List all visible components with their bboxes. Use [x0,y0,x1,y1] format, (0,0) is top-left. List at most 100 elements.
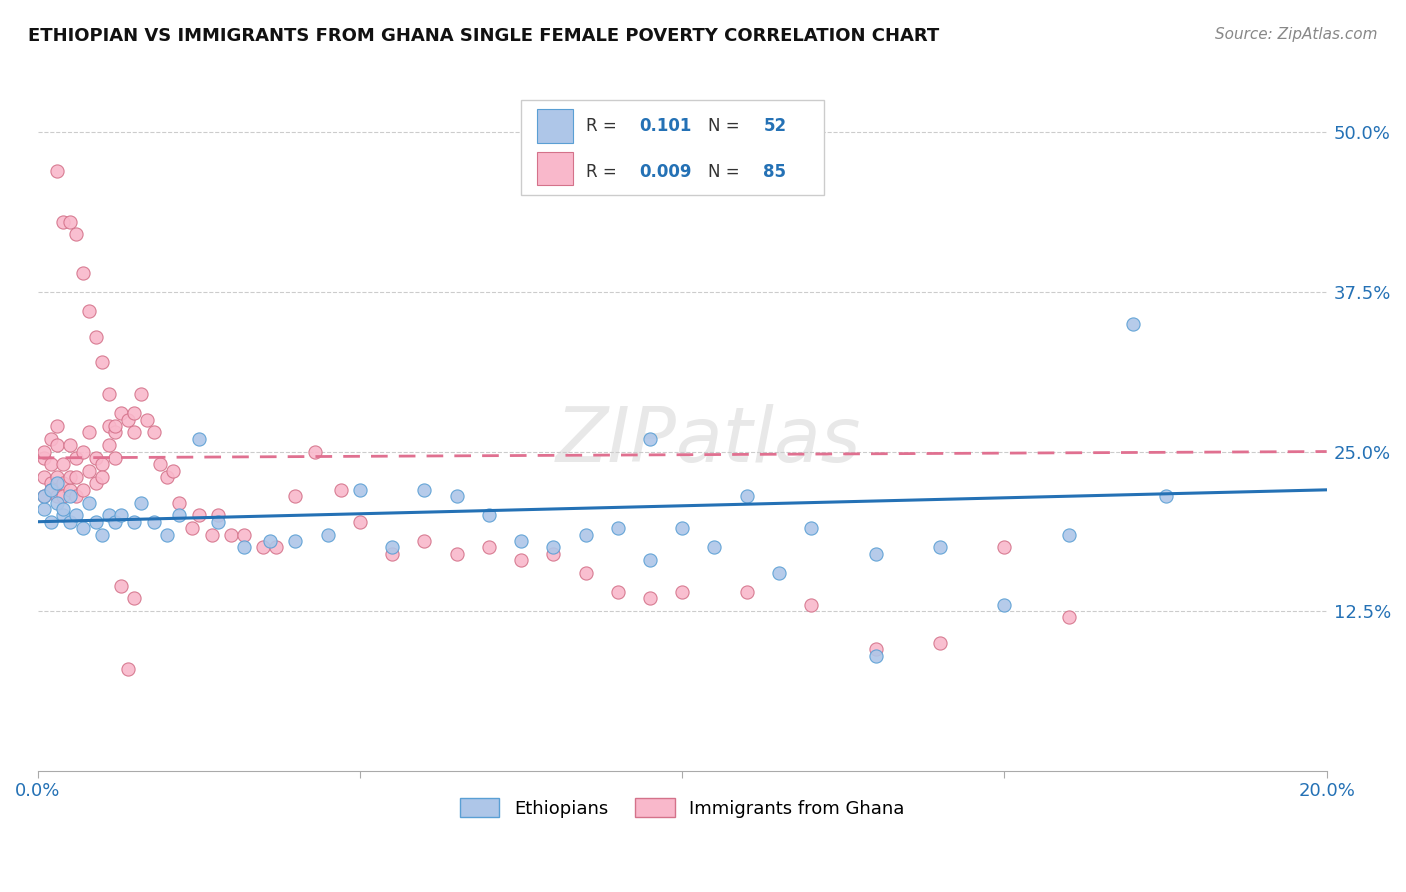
Point [77,425,100,440]
Point [97,419,120,434]
Point [124,425,146,440]
Point [72,266,94,280]
Point [381,547,404,561]
Point [46,438,69,452]
Point [510,533,533,548]
Point [84,450,107,465]
Point [993,598,1015,612]
Point [316,527,339,541]
Point [865,547,887,561]
Point [169,508,191,523]
FancyBboxPatch shape [537,109,572,143]
Point [329,483,352,497]
Point [606,521,628,535]
Point [252,541,274,555]
Point [104,450,127,465]
Point [97,387,120,401]
Point [52,476,75,491]
Point [77,495,100,509]
Point [65,508,87,523]
Point [84,476,107,491]
Point [72,444,94,458]
Point [993,541,1015,555]
Text: N =: N = [709,117,745,136]
Point [574,527,596,541]
Point [543,547,565,561]
Point [201,527,224,541]
Point [46,163,69,178]
Point [117,662,139,676]
Point [32,470,55,484]
Point [510,553,533,567]
Point [149,458,172,472]
Point [39,483,62,497]
Point [232,541,254,555]
Point [446,547,468,561]
Text: 0.101: 0.101 [640,117,692,136]
Point [446,489,468,503]
Point [46,476,69,491]
Point [703,541,725,555]
Point [124,406,146,420]
Point [97,438,120,452]
Text: ZIPatlas: ZIPatlas [555,404,860,478]
Point [155,470,177,484]
Point [142,425,165,440]
Point [129,495,152,509]
Point [638,591,661,606]
Point [32,450,55,465]
Point [413,483,436,497]
Point [543,541,565,555]
Point [104,419,127,434]
Point [39,458,62,472]
Point [72,483,94,497]
Point [413,533,436,548]
Text: R =: R = [585,162,621,181]
Point [65,227,87,242]
Point [32,489,55,503]
Point [671,521,693,535]
Point [39,515,62,529]
Point [124,515,146,529]
Point [207,515,229,529]
Point [800,598,823,612]
Point [574,566,596,580]
Point [52,502,75,516]
Point [155,527,177,541]
Point [187,432,209,446]
Point [52,508,75,523]
Point [284,489,307,503]
Point [46,419,69,434]
Point [52,458,75,472]
Point [284,533,307,548]
Point [1154,489,1177,503]
Point [304,444,326,458]
Point [97,508,120,523]
Point [136,412,159,426]
Point [91,527,114,541]
Point [232,527,254,541]
Point [735,489,758,503]
Point [46,470,69,484]
Point [638,553,661,567]
Text: Source: ZipAtlas.com: Source: ZipAtlas.com [1215,27,1378,42]
Text: N =: N = [709,162,745,181]
Point [39,476,62,491]
Point [929,636,952,650]
Point [52,215,75,229]
Point [77,464,100,478]
Text: 52: 52 [763,117,786,136]
Point [91,458,114,472]
Point [768,566,790,580]
Point [65,470,87,484]
Legend: Ethiopians, Immigrants from Ghana: Ethiopians, Immigrants from Ghana [453,791,912,825]
Point [638,432,661,446]
Point [671,585,693,599]
Point [46,495,69,509]
Point [77,304,100,318]
Point [110,406,132,420]
Point [59,515,82,529]
Point [929,541,952,555]
Point [1122,317,1144,331]
Text: R =: R = [585,117,621,136]
